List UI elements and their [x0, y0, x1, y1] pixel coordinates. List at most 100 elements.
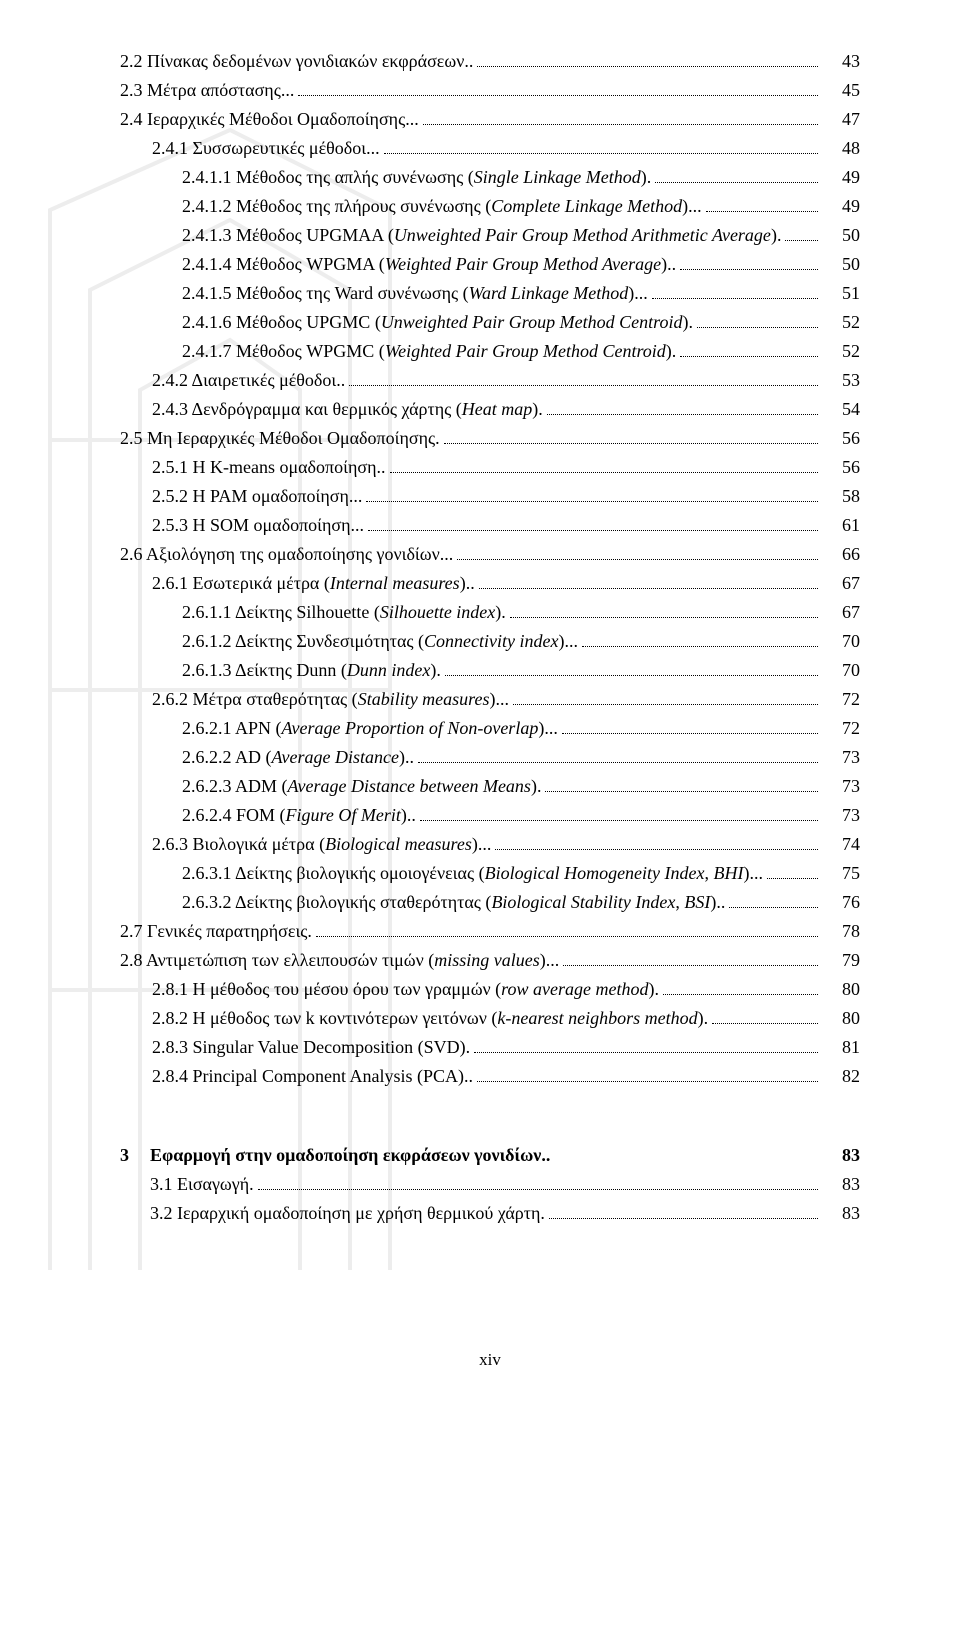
leader-dots [547, 402, 818, 416]
leader-dots [423, 112, 818, 126]
toc-page-number: 51 [822, 280, 860, 307]
leader-dots [444, 431, 818, 445]
toc-label: 2.5.3 Η SOM ομαδοποίηση... [152, 512, 364, 539]
leader-dots [697, 315, 818, 329]
leader-dots [390, 460, 819, 474]
table-of-contents: 2.2 Πίνακας δεδομένων γονιδιακών εκφράσε… [120, 48, 860, 1090]
toc-label: 2.6.2.3 ADM (Average Distance between Me… [182, 773, 541, 800]
toc-label: 2.6.2 Μέτρα σταθερότητας (Stability meas… [152, 686, 509, 713]
toc-entry: 2.6.3 Βιολογικά μέτρα (Biological measur… [120, 831, 860, 858]
toc-entry: 2.4.1 Συσσωρευτικές μέθοδοι... 48 [120, 135, 860, 162]
toc-label: 2.3 Μέτρα απόστασης... [120, 77, 294, 104]
leader-dots [513, 692, 818, 706]
toc-label: 2.8.3 Singular Value Decomposition (SVD)… [152, 1034, 470, 1061]
chapter-block: 3 Εφαρμογή στην ομαδοποίηση εκφράσεων γο… [120, 1142, 860, 1227]
leader-dots [445, 663, 818, 677]
toc-label: 2.2 Πίνακας δεδομένων γονιδιακών εκφράσε… [120, 48, 473, 75]
toc-label: 2.6.2.4 FOM (Figure Of Merit).. [182, 802, 416, 829]
toc-page-number: 79 [822, 947, 860, 974]
toc-label: 2.6 Αξιολόγηση της ομαδοποίησης γονιδίων… [120, 541, 453, 568]
toc-entry: 2.6.2.4 FOM (Figure Of Merit)..73 [120, 802, 860, 829]
toc-entry: 2.6.3.1 Δείκτης βιολογικής ομοιογένειας … [120, 860, 860, 887]
toc-page-number: 70 [822, 628, 860, 655]
toc-label: 2.4.1.1 Μέθοδος της απλής συνένωσης (Sin… [182, 164, 651, 191]
toc-label: 2.4.1.7 Μέθοδος WPGMC (Weighted Pair Gro… [182, 338, 676, 365]
leader-dots [477, 54, 818, 68]
toc-page-number: 83 [822, 1200, 860, 1227]
toc-label: 2.4.1.2 Μέθοδος της πλήρους συνένωσης (C… [182, 193, 702, 220]
toc-label: 2.4 Ιεραρχικές Μέθοδοι Ομαδοποίησης... [120, 106, 419, 133]
toc-entry: 2.4.1.1 Μέθοδος της απλής συνένωσης (Sin… [120, 164, 860, 191]
toc-page-number: 73 [822, 773, 860, 800]
toc-page-number: 43 [822, 48, 860, 75]
toc-label: 2.8.2 Η μέθοδος των k κοντινότερων γειτό… [152, 1005, 708, 1032]
toc-entry: 2.4.1.6 Μέθοδος UPGMC (Unweighted Pair G… [120, 309, 860, 336]
toc-page-number: 52 [822, 338, 860, 365]
toc-entry: 2.8.3 Singular Value Decomposition (SVD)… [120, 1034, 860, 1061]
toc-page-number: 56 [822, 454, 860, 481]
leader-dots [477, 1069, 818, 1083]
toc-page-number: 73 [822, 744, 860, 771]
toc-label: 2.6.1 Εσωτερικά μέτρα (Internal measures… [152, 570, 475, 597]
toc-entry: 2.4.1.7 Μέθοδος WPGMC (Weighted Pair Gro… [120, 338, 860, 365]
toc-page-number: 66 [822, 541, 860, 568]
toc-entry: 2.4.2 Διαιρετικές μέθοδοι..53 [120, 367, 860, 394]
leader-dots [457, 547, 818, 561]
leader-dots [563, 953, 818, 967]
toc-label: 3.1 Εισαγωγή. [150, 1171, 254, 1198]
leader-dots [549, 1206, 818, 1220]
toc-entry: 2.8 Αντιμετώπιση των ελλειπουσών τιμών (… [120, 947, 860, 974]
leader-dots [420, 808, 818, 822]
leader-dots [655, 170, 818, 184]
toc-label: 2.5.1 Η K-means ομαδοποίηση.. [152, 454, 386, 481]
toc-entry: 2.6.2.1 APN (Average Proportion of Non-o… [120, 715, 860, 742]
toc-page-number: 67 [822, 570, 860, 597]
toc-page-number: 48 [822, 135, 860, 162]
toc-page-number: 56 [822, 425, 860, 452]
toc-page-number: 52 [822, 309, 860, 336]
toc-label: 2.4.1 Συσσωρευτικές μέθοδοι... [152, 135, 380, 162]
toc-page-number: 49 [822, 164, 860, 191]
toc-entry: 2.6 Αξιολόγηση της ομαδοποίησης γονιδίων… [120, 541, 860, 568]
leader-dots [706, 199, 818, 213]
toc-label: 2.6.1.3 Δείκτης Dunn (Dunn index). [182, 657, 441, 684]
toc-entry: 2.4.1.2 Μέθοδος της πλήρους συνένωσης (C… [120, 193, 860, 220]
page-footer: xiv [120, 1347, 860, 1373]
leader-dots [663, 982, 818, 996]
toc-page-number: 72 [822, 686, 860, 713]
toc-page-number: 61 [822, 512, 860, 539]
toc-entry: 2.6.1.2 Δείκτης Συνδεσιμότητας (Connecti… [120, 628, 860, 655]
toc-page-number: 72 [822, 715, 860, 742]
toc-entry: 2.6.3.2 Δείκτης βιολογικής σταθερότητας … [120, 889, 860, 916]
toc-entry: 2.8.2 Η μέθοδος των k κοντινότερων γειτό… [120, 1005, 860, 1032]
toc-label: 2.4.1.5 Μέθοδος της Ward συνένωσης (Ward… [182, 280, 648, 307]
toc-label: 2.8 Αντιμετώπιση των ελλειπουσών τιμών (… [120, 947, 559, 974]
chapter-title: Εφαρμογή στην ομαδοποίηση εκφράσεων γονι… [150, 1142, 550, 1169]
toc-page-number: 50 [822, 222, 860, 249]
leader-dots [680, 257, 818, 271]
leader-dots [652, 286, 818, 300]
toc-entry: 2.6.1.1 Δείκτης Silhouette (Silhouette i… [120, 599, 860, 626]
leader-dots [479, 576, 818, 590]
toc-page-number: 75 [822, 860, 860, 887]
toc-page-number: 70 [822, 657, 860, 684]
toc-label: 2.6.1.2 Δείκτης Συνδεσιμότητας (Connecti… [182, 628, 578, 655]
leader-dots [316, 924, 818, 938]
toc-page-number: 58 [822, 483, 860, 510]
leader-dots [712, 1011, 818, 1025]
leader-dots [418, 750, 818, 764]
toc-entry: 2.4.3 Δενδρόγραμμα και θερμικός χάρτης (… [120, 396, 860, 423]
leader-dots [366, 489, 818, 503]
toc-entry: 2.8.4 Principal Component Analysis (PCA)… [120, 1063, 860, 1090]
chapter-page: 83 [822, 1142, 860, 1169]
toc-label: 2.4.2 Διαιρετικές μέθοδοι.. [152, 367, 345, 394]
toc-label: 2.6.3.1 Δείκτης βιολογικής ομοιογένειας … [182, 860, 763, 887]
leader-dots [349, 373, 818, 387]
toc-page-number: 54 [822, 396, 860, 423]
leader-dots [298, 83, 818, 97]
leader-dots [474, 1040, 818, 1054]
toc-page-number: 76 [822, 889, 860, 916]
toc-label: 2.6.2.1 APN (Average Proportion of Non-o… [182, 715, 558, 742]
leader-dots [562, 721, 818, 735]
toc-label: 2.7 Γενικές παρατηρήσεις. [120, 918, 312, 945]
